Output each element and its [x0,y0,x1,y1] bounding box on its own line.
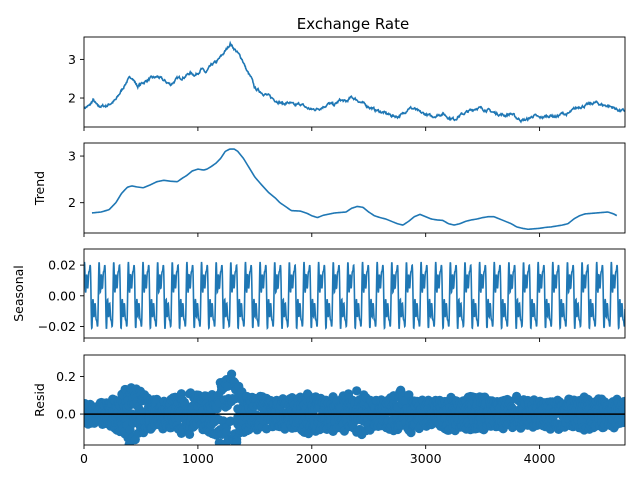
x-tick-label: 0 [80,451,88,466]
y-axis-label: Resid [32,383,47,417]
plot-area [84,40,625,124]
resid-point [185,429,195,439]
trend-line [91,148,618,231]
exchange-rate-line [84,40,625,124]
trend-panel: 2 3 Trend [32,142,626,237]
x-tick-label: 3000 [410,451,442,466]
resid-point [619,396,625,407]
resid-point [619,413,625,424]
resid-point [222,381,233,391]
y-axis-label: Seasonal [11,265,26,322]
axes-frame [83,142,626,234]
resid-panel: 0.0 0.2 0 1000 2000 3000 4000 Resid [32,354,626,466]
resid-point [352,386,362,396]
chart-title: Exchange Rate [297,15,409,33]
y-tick-label: 2 [68,195,76,210]
plot-area [84,261,625,331]
axes-frame [83,354,626,446]
plot-area [84,369,625,457]
axes-frame [83,248,626,339]
y-tick-label: −0.02 [38,319,76,334]
x-tick-label: 1000 [182,451,214,466]
resid-point [229,446,238,455]
resid-points [84,369,625,457]
seasonal-line [84,261,625,331]
y-tick-label: 2 [68,91,76,106]
y-tick-label: 0.0 [56,407,76,422]
y-tick-label: 0.2 [56,369,76,384]
resid-point [221,427,232,437]
y-tick-label: 0.00 [48,288,76,303]
y-tick-label: 3 [68,149,76,164]
resid-point [227,369,237,379]
x-tick-label: 2000 [296,451,328,466]
resid-point [232,437,242,445]
y-tick-label: 3 [68,52,76,67]
exchange-rate-panel: 23 [68,36,626,131]
y-axis-label: Trend [32,171,47,206]
x-tick-label: 4000 [524,451,556,466]
resid-point [226,416,236,426]
axes-frame [83,36,626,128]
resid-point [227,448,236,457]
plot-area [91,148,618,231]
y-tick-label: 0.02 [48,258,76,273]
seasonal-panel: −0.02 0.00 0.02 Seasonal [11,248,626,342]
